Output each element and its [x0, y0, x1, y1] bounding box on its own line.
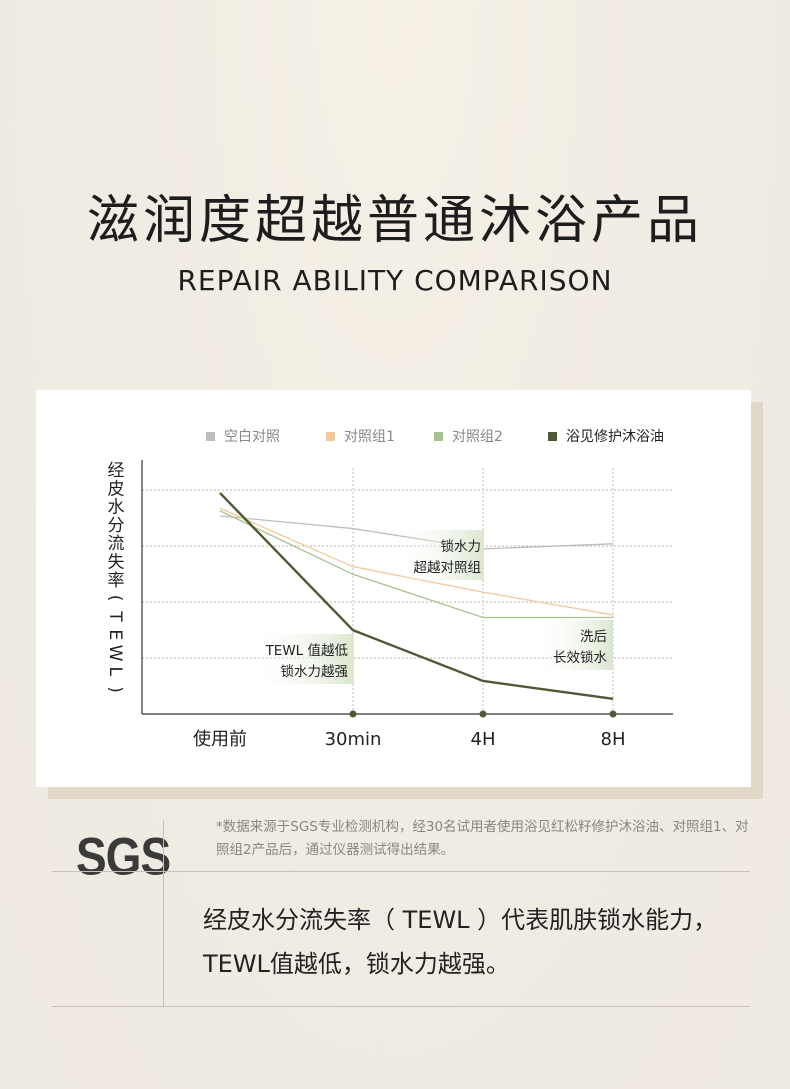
- annotation-box: [533, 620, 613, 670]
- annotation-text: 长效锁水: [553, 650, 607, 666]
- y-axis-label-char: 水: [108, 498, 125, 518]
- annotation-text: 锁水力: [441, 539, 482, 555]
- divider-top: [52, 871, 750, 872]
- y-axis-label-char: 率: [108, 571, 125, 591]
- x-tick-label: 30min: [325, 729, 382, 750]
- legend-label: 空白对照: [224, 429, 280, 445]
- divider-vertical: [163, 820, 164, 1007]
- legend-label: 浴见修护沐浴油: [566, 429, 664, 445]
- page-title: 滋润度超越普通沐浴产品: [86, 191, 703, 251]
- legend-swatch: [206, 432, 215, 441]
- x-tick-label: 使用前: [193, 729, 247, 750]
- series-line: [219, 492, 614, 700]
- legend-swatch: [548, 432, 557, 441]
- x-axis-marker: [479, 710, 487, 718]
- x-tick-label: 8H: [601, 729, 626, 750]
- y-axis-label-char: 失: [108, 553, 125, 573]
- annotation-text: 超越对照组: [414, 560, 482, 576]
- tewl-line-chart: 经皮水分流失率 ( TEWL) 使用前 30min 4H 8H 空白对照 对照组1 对照组2 浴见修…: [105, 429, 673, 750]
- annotation-text: TEWL 值越低: [265, 643, 349, 659]
- annotation-box: [248, 634, 354, 684]
- divider-bottom: [52, 1006, 750, 1007]
- tewl-description: 经皮水分流失率（ TEWL ）代表肌肤锁水能力，TEWL值越低，锁水力越强。: [203, 906, 718, 978]
- source-footnote: *数据来源于SGS专业检测机构，经30名试用者使用浴见红松籽修护沐浴油、对照组1…: [216, 819, 749, 858]
- y-axis-label-char: ): [105, 686, 125, 693]
- x-tick-label: 4H: [471, 729, 496, 750]
- y-axis-label-char: (: [105, 595, 125, 602]
- y-axis-label-char: 流: [108, 534, 125, 554]
- y-axis-label-char: W: [105, 645, 125, 662]
- chart-card: 经皮水分流失率 ( T E W L) 使用前 30min 4H 8H 空白对照 对照组1 对照组2 浴见修…: [36, 390, 751, 787]
- annotation-box: [394, 530, 484, 580]
- y-axis-label-char: T: [105, 610, 125, 622]
- annotation-text: 洗后: [580, 629, 607, 645]
- y-axis-label-char: L: [105, 667, 125, 677]
- x-axis-marker: [609, 710, 617, 718]
- sgs-logo: SGS: [76, 826, 171, 886]
- legend-swatch: [326, 432, 335, 441]
- series-line: [219, 510, 613, 619]
- legend-label: 对照组1: [344, 429, 395, 445]
- legend-swatch: [434, 432, 443, 441]
- x-axis-marker: [349, 710, 357, 718]
- y-axis-label-char: 经: [108, 461, 125, 481]
- y-axis-label-char: 分: [108, 516, 125, 536]
- annotation-text: 锁水力越强: [281, 664, 349, 680]
- y-axis-label-char: E: [105, 629, 125, 640]
- legend-label: 对照组2: [452, 429, 503, 445]
- y-axis-label-char: 皮: [108, 479, 125, 499]
- page-subtitle: REPAIR ABILITY COMPARISON: [177, 264, 613, 297]
